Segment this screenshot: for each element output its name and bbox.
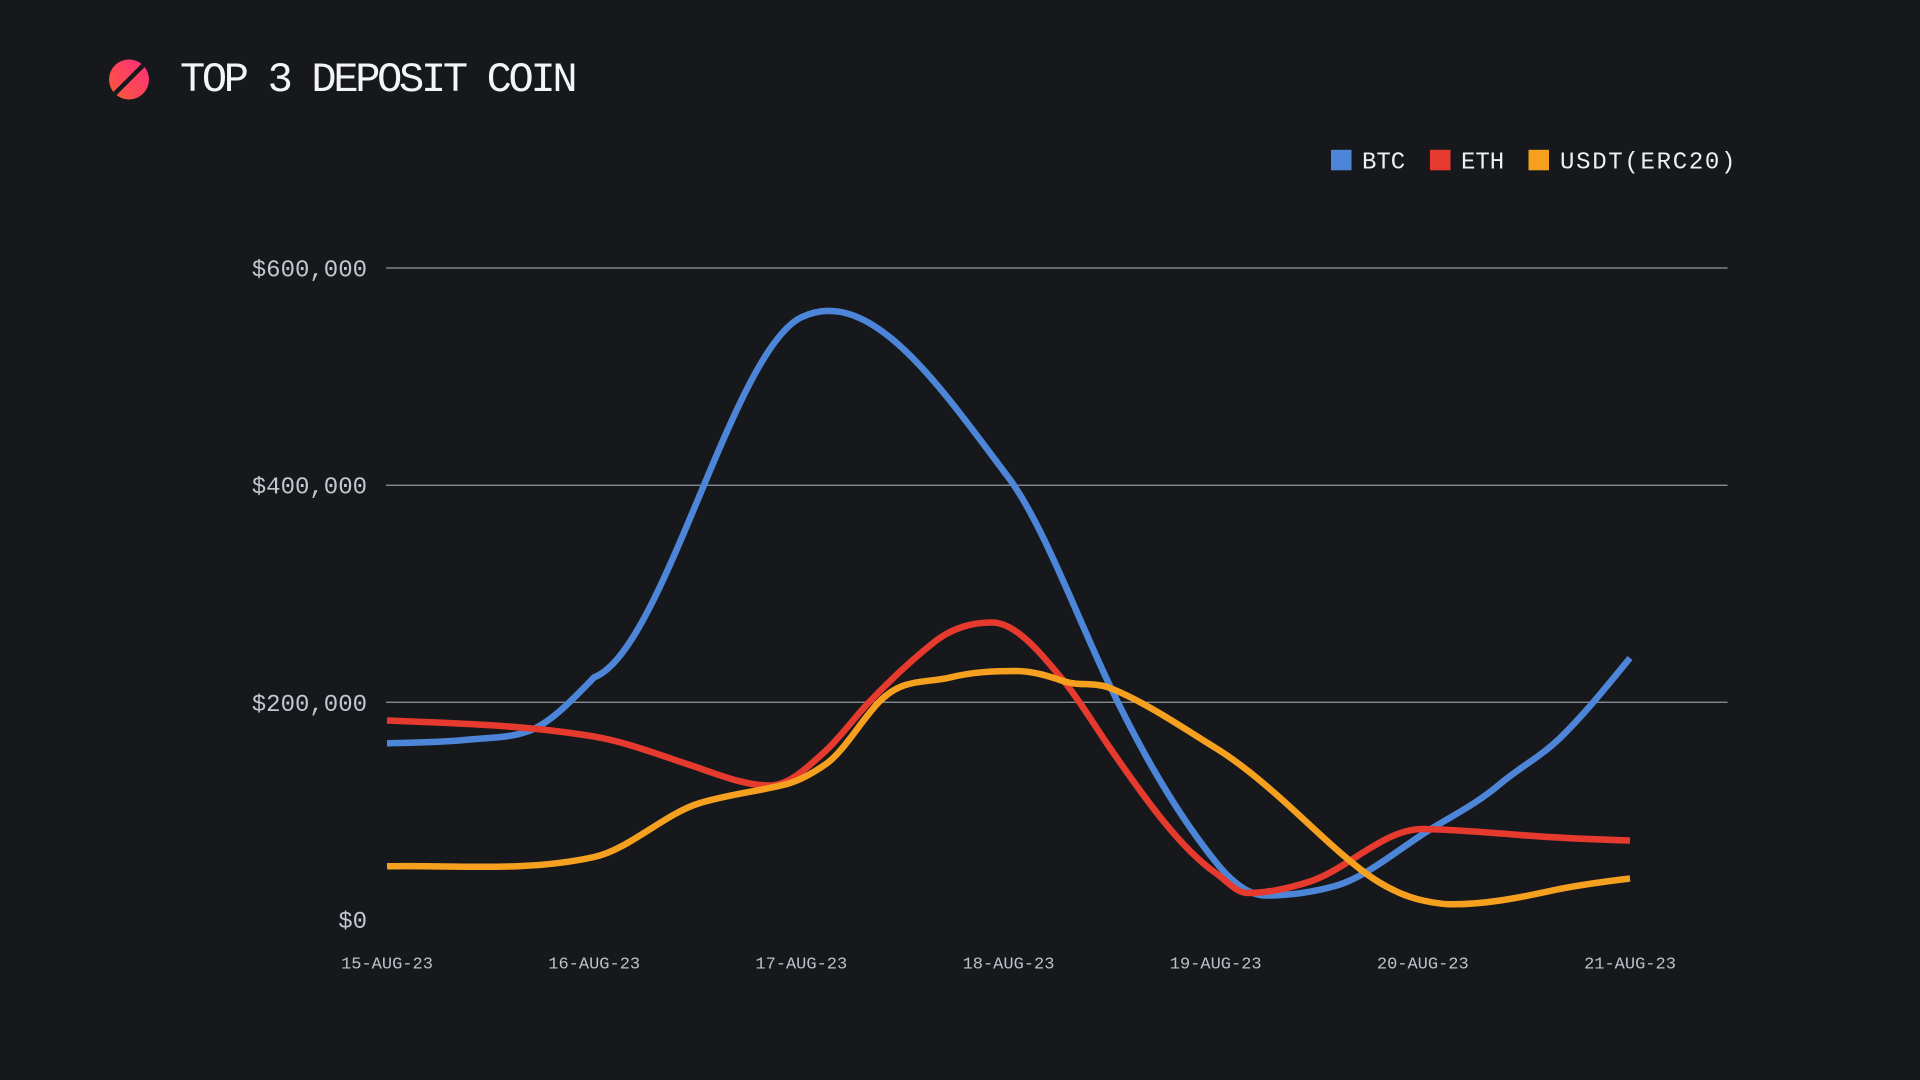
svg-text:$200,000: $200,000 (252, 692, 367, 719)
svg-text:18-AUG-23: 18-AUG-23 (963, 956, 1055, 975)
svg-text:ETH: ETH (1461, 150, 1504, 177)
svg-text:BTC: BTC (1362, 150, 1405, 177)
svg-text:$400,000: $400,000 (252, 475, 367, 502)
svg-text:TOP 3 DEPOSIT COIN: TOP 3 DEPOSIT COIN (180, 56, 574, 104)
svg-text:$600,000: $600,000 (252, 258, 367, 285)
svg-text:$0: $0 (338, 909, 367, 936)
svg-text:USDT(ERC20): USDT(ERC20) (1560, 150, 1737, 177)
svg-text:17-AUG-23: 17-AUG-23 (755, 956, 847, 975)
svg-text:15-AUG-23: 15-AUG-23 (341, 956, 433, 975)
svg-text:20-AUG-23: 20-AUG-23 (1377, 956, 1469, 975)
svg-text:21-AUG-23: 21-AUG-23 (1584, 956, 1676, 975)
svg-text:16-AUG-23: 16-AUG-23 (548, 956, 640, 975)
svg-text:19-AUG-23: 19-AUG-23 (1170, 956, 1262, 975)
